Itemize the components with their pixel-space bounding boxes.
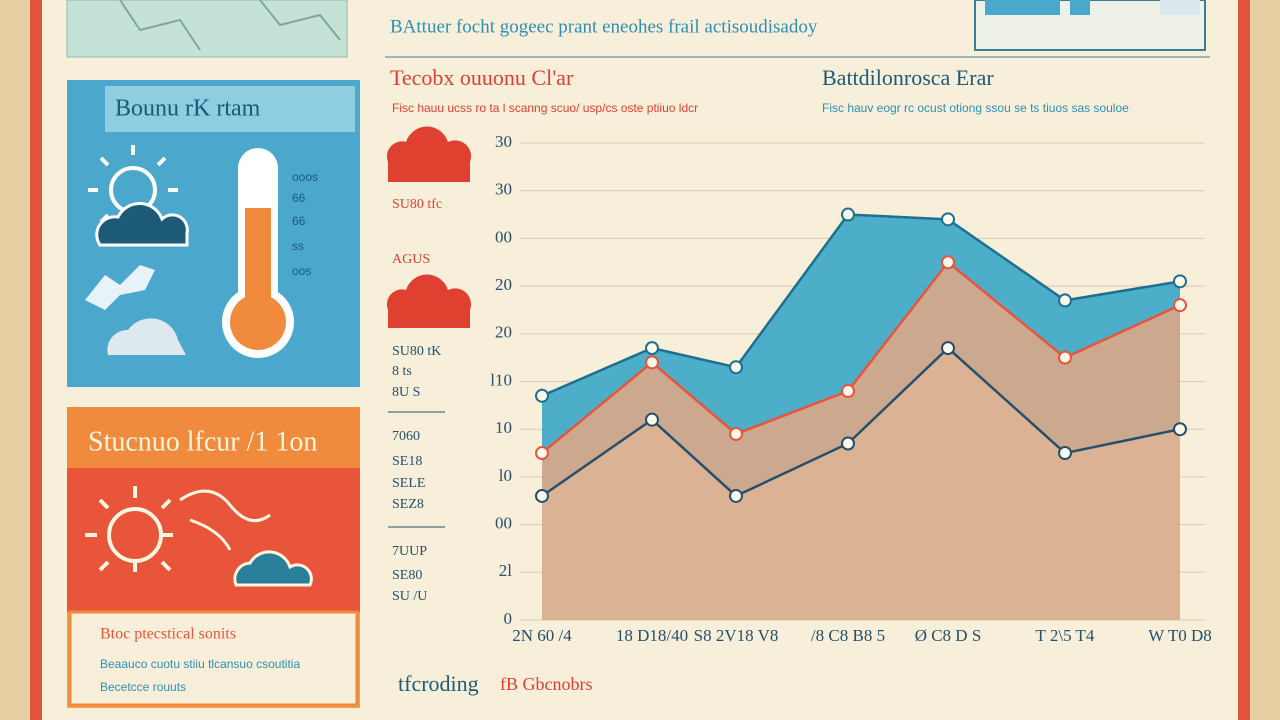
weather-panel-title-bar [105, 86, 355, 132]
x-tick-label: Ø C8 D S [915, 626, 982, 645]
side-note: 7UUP [392, 544, 427, 559]
data-point [941, 212, 955, 227]
side-note: SEZ8 [392, 497, 424, 512]
side-note: SELE [392, 476, 425, 491]
side-notes: SU80 tfc AGUS SU80 tK 8 ts 8U S 7060 SE18 SELE S… [392, 197, 442, 604]
data-point [941, 255, 955, 270]
side-note: 8U S [392, 385, 420, 400]
data-point [729, 488, 743, 503]
x-tick-label: T 2\5 T4 [1036, 626, 1095, 645]
x-tick-label: /8 C8 B8 5 [811, 626, 885, 645]
cloud-icon [386, 126, 472, 182]
side-note: 8 ts [392, 364, 412, 379]
header-text: BAttuer focht gogeec prant eneohes frail… [390, 16, 818, 37]
data-point [841, 207, 855, 222]
screen-block [1070, 0, 1090, 15]
y-tick-label: 00 [495, 227, 512, 246]
sun-icon [85, 486, 173, 572]
side-note: SE80 [392, 568, 422, 583]
side-note: 7060 [392, 429, 420, 444]
data-point [1058, 293, 1072, 308]
data-point [1173, 274, 1187, 289]
chart-subtitle: Fisc hauu ucss ro ta l scanng scuo/ usp/… [392, 101, 698, 115]
map-lines [119, 0, 341, 51]
weather-label: ooos [292, 170, 318, 184]
data-point [1173, 422, 1187, 437]
data-point [941, 341, 955, 356]
data-point [645, 341, 659, 356]
screen-block [1160, 0, 1200, 15]
cloud-icon [386, 274, 472, 328]
data-point [535, 388, 549, 403]
y-tick-label: 0 [504, 609, 513, 628]
data-point [535, 488, 549, 503]
weather-label: 66 [292, 191, 306, 205]
sun-panel-title-bar [67, 407, 360, 468]
weather-label: ss [292, 239, 304, 253]
secondary-subtitle: Fisc hauv eogr rc ocust otiong ssou se t… [822, 101, 1129, 115]
y-tick-label: 20 [495, 275, 512, 294]
y-tick-label: l0 [499, 466, 512, 485]
data-point [729, 360, 743, 375]
line-chart: 0 2l 00 l0 10 l10 20 20 00 30 30 2N 60 /4 18 D18/40 S… [490, 132, 1212, 645]
footer-accent: fB Gbcnobrs [500, 674, 593, 694]
cloud-icon [233, 550, 313, 587]
x-tick-label: 2N 60 /4 [512, 626, 572, 645]
series-area [542, 262, 1180, 620]
data-point [729, 426, 743, 441]
sun-panel-heading: Btoc ptecstical sonits [100, 626, 236, 643]
wind-icon [85, 265, 155, 310]
data-point [1058, 446, 1072, 461]
chart-title: Tecobx ouuonu Cl'ar [390, 65, 574, 90]
sun-panel-line: Becetcce rouuts [100, 680, 186, 694]
data-point [645, 355, 659, 370]
thermometer [222, 148, 294, 358]
data-point [535, 446, 549, 461]
side-note: AGUS [392, 252, 430, 267]
series-area [542, 348, 1180, 620]
data-point [645, 412, 659, 427]
cloud-icon-small [107, 318, 186, 355]
x-tick-label: S8 2V18 V8 [694, 626, 779, 645]
map-fragment [66, 0, 348, 58]
sun-panel-notes [68, 610, 359, 707]
side-note: SU /U [392, 589, 427, 604]
data-point [841, 436, 855, 451]
y-tick-label: 30 [495, 180, 512, 199]
data-point [841, 384, 855, 399]
footer-lead: tfcroding [398, 671, 479, 696]
y-tick-label: l10 [490, 370, 512, 389]
wind-lines [179, 489, 271, 551]
y-tick-label: 20 [495, 323, 512, 342]
side-note: SU80 tK [392, 344, 441, 359]
cloud-icon [95, 202, 189, 247]
screen-block [985, 0, 1060, 15]
weather-label: oos [292, 264, 311, 278]
weather-panel-title: Bounu rK rtam [115, 96, 261, 122]
y-tick-label: 00 [495, 514, 512, 533]
weather-labels: ooos 66 66 ss oos [292, 170, 318, 278]
y-tick-label: 30 [495, 132, 512, 151]
weather-label: 66 [292, 214, 306, 228]
y-tick-label: 2l [499, 561, 513, 580]
side-note: SU80 tfc [392, 197, 442, 212]
sun-panel-line: Beaauco cuotu stiiu tlcansuo csoutitia [100, 657, 300, 671]
data-point [1058, 350, 1072, 365]
x-tick-label: 18 D18/40 [616, 626, 688, 645]
x-tick-label: W T0 D8 [1148, 626, 1212, 645]
secondary-title: Battdilonrosca Erar [822, 65, 994, 90]
data-point [1173, 298, 1187, 313]
sun-panel-title: Stucnuo lfcur /1 1on [88, 426, 317, 457]
y-tick-label: 10 [495, 418, 512, 437]
side-note: SE18 [392, 454, 422, 469]
